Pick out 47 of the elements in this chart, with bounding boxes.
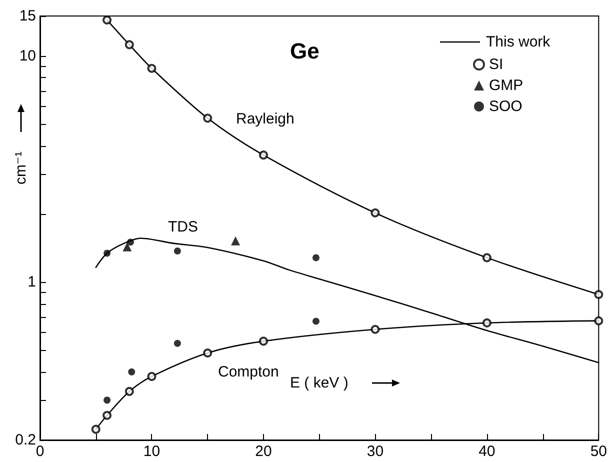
point xyxy=(594,316,604,326)
point xyxy=(370,324,380,334)
point xyxy=(174,340,181,347)
point xyxy=(174,248,181,255)
point xyxy=(147,372,156,381)
legend-label: GMP xyxy=(489,77,524,94)
y-tick-label: 0.2 xyxy=(15,432,36,448)
x-tick-label: 10 xyxy=(143,443,160,460)
point xyxy=(91,424,100,434)
point xyxy=(258,150,268,160)
x-tick-label: 30 xyxy=(366,443,384,460)
y-tick-label: 1 xyxy=(28,273,36,290)
point xyxy=(203,348,212,358)
x-tick-label: 0 xyxy=(36,443,44,460)
point xyxy=(312,318,320,325)
point xyxy=(124,40,134,50)
point xyxy=(147,64,156,73)
y-tick-label: 10 xyxy=(19,47,36,64)
point xyxy=(231,236,240,246)
x-axis-title: E ( keV ) xyxy=(290,374,348,392)
x-tick-label: 40 xyxy=(478,443,496,460)
point xyxy=(104,250,111,257)
point xyxy=(122,242,132,252)
y-tick-label: 15 xyxy=(19,8,36,24)
point xyxy=(127,238,134,246)
series-label: TDS xyxy=(168,218,198,236)
legend-label: SOO xyxy=(489,98,522,115)
point xyxy=(594,290,604,299)
point xyxy=(312,254,320,262)
point xyxy=(102,410,112,420)
point xyxy=(102,16,112,25)
point xyxy=(124,386,134,396)
point xyxy=(482,253,492,262)
point xyxy=(128,368,136,376)
y-axis-title: cm⁻¹ xyxy=(12,152,30,184)
point xyxy=(203,114,212,123)
series-label: Compton xyxy=(218,364,279,380)
point xyxy=(104,396,111,404)
x-tick-label: 20 xyxy=(255,443,272,460)
point xyxy=(482,318,492,328)
legend-label: SI xyxy=(489,56,504,73)
x-tick-label: 50 xyxy=(590,443,607,460)
point xyxy=(258,336,268,346)
point xyxy=(370,208,380,218)
text: Ge xyxy=(290,38,320,64)
legend-title: This work xyxy=(486,34,551,50)
series-label: Rayleigh xyxy=(236,110,294,128)
